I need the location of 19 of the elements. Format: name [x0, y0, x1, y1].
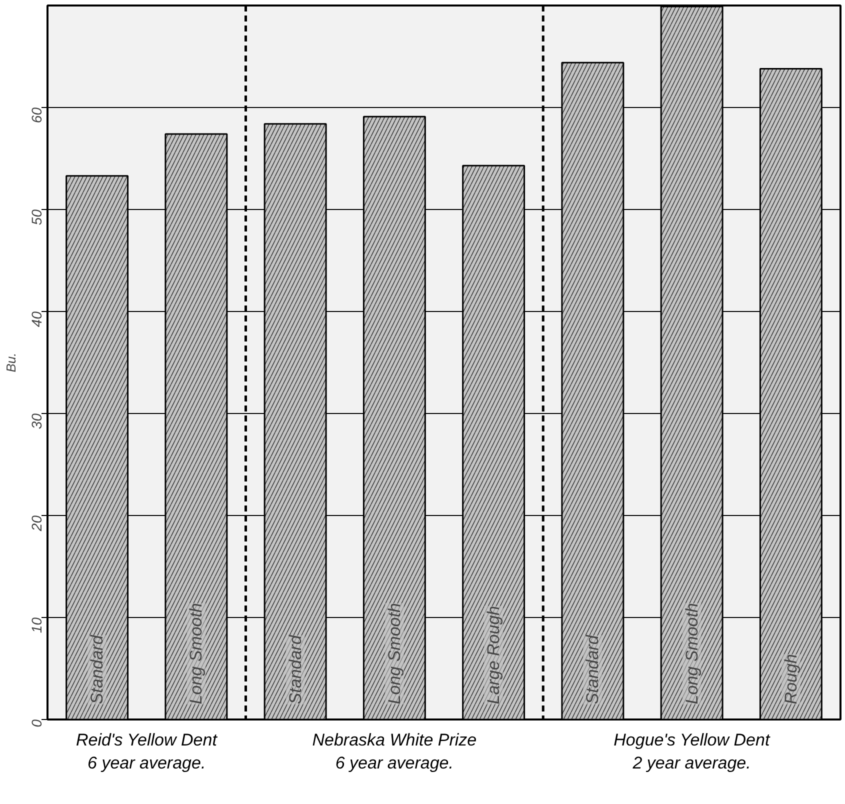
text: Nebraska White Prize 6 year average. [312, 730, 477, 772]
x-tick-label: Rough [781, 654, 800, 704]
x-tick-label: Standard [88, 634, 107, 704]
y-tick-label: 10 [28, 617, 44, 634]
y-axis-title: Bu. [4, 352, 18, 372]
text: Hogue's Yellow Dent 2 year average. [614, 730, 771, 772]
x-tick-label: Long Smooth [186, 603, 206, 704]
y-tick-label: 30 [28, 413, 44, 430]
y-tick-label: 0 [28, 719, 44, 728]
y-tick-label: 50 [28, 209, 44, 226]
x-tick-label: Long Smooth [682, 603, 702, 704]
x-tick-label: Large Rough [484, 606, 504, 704]
x-tick-label: Standard [286, 634, 305, 704]
x-tick-label: Standard [583, 634, 602, 704]
x-tick-label: Long Smooth [384, 603, 404, 704]
y-tick-label: 40 [28, 311, 44, 328]
y-tick-label: 60 [28, 107, 44, 124]
y-tick-label: 20 [28, 515, 44, 532]
text: Reid's Yellow Dent 6 year average. [76, 730, 218, 772]
